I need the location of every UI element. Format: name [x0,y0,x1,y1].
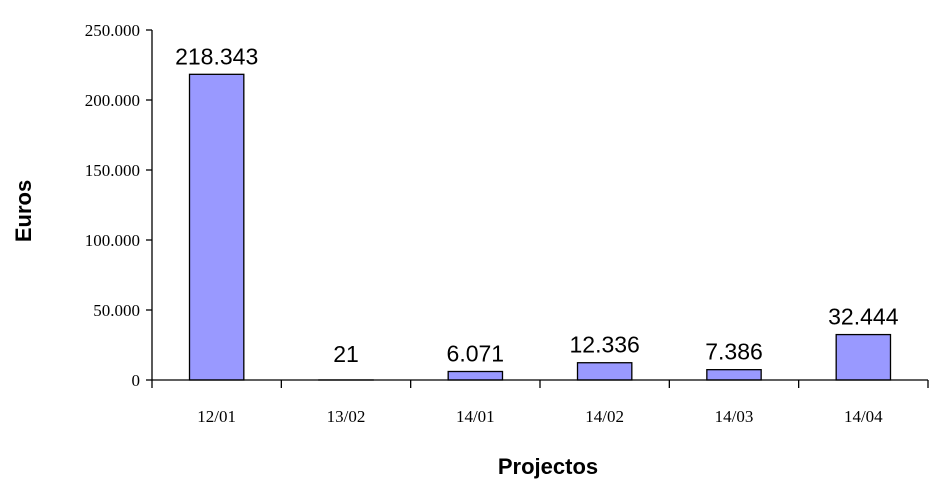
data-label: 6.071 [447,341,505,367]
y-tick-label: 50.000 [93,301,140,320]
bar [576,362,633,381]
data-labels: 218.343 21 6.071 12.336 7.386 32.444 [175,43,899,367]
y-tick-label: 100.000 [85,231,140,250]
bars [188,73,892,381]
data-label: 218.343 [175,43,258,69]
y-axis-title: Euros [11,180,36,242]
x-tick-label: 13/02 [327,407,366,426]
bar [835,333,892,381]
y-axis-ticks: 0 50.000 100.000 150.000 200.000 250.000 [85,21,152,390]
data-label: 32.444 [828,304,899,330]
y-tick-label: 0 [132,371,141,390]
bar [188,73,245,381]
data-label: 12.336 [569,332,639,358]
x-axis-ticks: 12/01 13/02 14/01 14/02 14/03 14/04 [151,380,929,426]
data-label: 21 [333,341,359,367]
y-tick-label: 200.000 [85,91,140,110]
bar [447,370,504,381]
x-tick-label: 14/03 [715,407,754,426]
x-tick-label: 14/01 [456,407,495,426]
x-axis-title: Projectos [498,454,598,479]
x-tick-label: 14/02 [585,407,624,426]
x-tick-label: 14/04 [844,407,883,426]
data-label: 7.386 [705,339,763,365]
x-tick-label: 12/01 [197,407,236,426]
y-tick-label: 250.000 [85,21,140,40]
y-tick-label: 150.000 [85,161,140,180]
bar [706,369,762,381]
